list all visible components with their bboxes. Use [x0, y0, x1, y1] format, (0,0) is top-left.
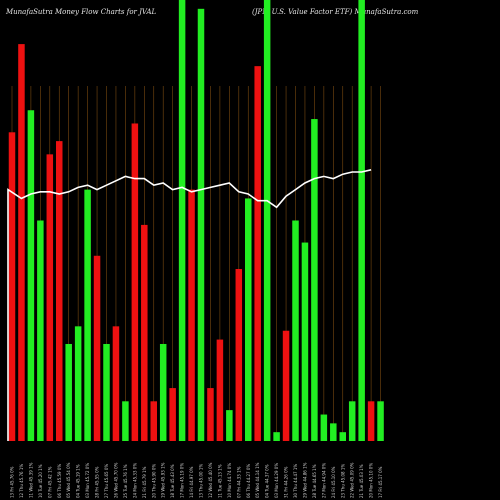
x-tick-label: 18 Tue 45.43 0% [170, 464, 175, 498]
bar [339, 432, 346, 441]
x-tick-label: 03 Mon 45.72 0% [85, 463, 90, 498]
x-tick-label: 13 Fri 45.76 0% [10, 466, 15, 498]
x-tick-label: 11 Tue 45.13 1% [217, 464, 222, 498]
bar [188, 189, 195, 441]
bar-series [8, 0, 384, 442]
x-tick-label: 19 Wed 45.93 1% [161, 462, 166, 498]
bar [18, 44, 25, 441]
x-tick-label: 14 Fri 44.97 0% [189, 466, 194, 498]
bar [46, 154, 54, 441]
x-tick-label: 25 Tue 45.76 1% [123, 464, 128, 498]
bar [84, 189, 91, 441]
bar [159, 343, 167, 441]
x-tick-label: 20 Thu 45.90 0% [151, 464, 156, 498]
x-tick-label: 05 Wed 44.14 1% [255, 462, 260, 498]
bar [56, 141, 63, 441]
x-tick-label: 04 Tue 45.19 1% [76, 464, 81, 498]
money-flow-line [7, 169, 372, 441]
x-tick-label: 03 Mon 44.29 0% [274, 463, 279, 498]
bar [93, 255, 101, 441]
x-tick-label: 13 Thu 45.00 1% [199, 464, 204, 498]
bar [8, 132, 16, 442]
bar [65, 343, 72, 441]
x-tick-label: 27 Thu 45.65 0% [104, 464, 109, 498]
bar [245, 198, 252, 441]
bar [112, 326, 120, 441]
chart-subtitle: (JPM U.S. Value Factor ETF) MunafaSutra.… [252, 8, 419, 16]
x-tick-label: 05 Wed 45.54 0% [66, 462, 71, 498]
bar [348, 401, 356, 441]
x-tick-label: 26 Wed 45.70 0% [113, 462, 118, 498]
x-tick-label: 23 Thu 45.08 1% [340, 464, 345, 498]
bar [74, 326, 82, 441]
x-tick-label: 24 Fri 45.10 0% [331, 466, 336, 498]
bar [320, 414, 328, 441]
bar [226, 410, 233, 441]
bar [273, 432, 280, 441]
bar [263, 0, 271, 441]
x-tick-label: 06 Thu 44.27 0% [246, 464, 251, 498]
x-tick-label: 11 Wed 45.39 1% [28, 462, 33, 498]
x-tick-label: 24 Mon 45.33 0% [132, 463, 137, 498]
bar [197, 8, 205, 441]
bar [367, 401, 375, 441]
x-tick-label: 06 Thu 45.59 0% [57, 464, 62, 498]
x-tick-label: 21 Tue 45.03 1% [359, 464, 364, 498]
bar [27, 110, 35, 441]
bar [282, 330, 290, 441]
bar [216, 339, 224, 441]
bar [122, 401, 129, 441]
x-tick-label: 28 Tue 44.65 1% [312, 464, 317, 498]
bar [358, 0, 365, 441]
chart-title: MunafaSutra Money Flow Charts for JVAL [6, 8, 157, 16]
x-tick-label: 17 Fri 45.17 0% [378, 466, 383, 498]
x-axis-labels: 13 Fri 45.76 0% 12 Thu 45.76 1% 11 Wed 45.… [10, 462, 384, 498]
x-tick-label: 22 Wed 45.09 0% [350, 462, 355, 498]
bar [292, 220, 299, 441]
x-tick-label: 31 Fri 44.26 0% [284, 466, 289, 498]
bar [37, 220, 44, 441]
bar [301, 242, 309, 441]
x-tick-label: 10 Mon 44.74 0% [227, 463, 232, 498]
x-tick-label: 12 Thu 45.76 1% [19, 464, 24, 498]
x-tick-label: 07 Fri 45.42 1% [47, 466, 52, 498]
x-tick-label: 27 Mon 44.94 0% [321, 463, 326, 498]
bar [141, 224, 148, 441]
bar [207, 388, 214, 441]
bar [311, 119, 318, 441]
bar [131, 123, 139, 441]
bar [169, 388, 176, 441]
x-tick-label: 04 Tue 44.37 0% [265, 464, 270, 498]
x-tick-label: 28 Fri 45.55 0% [95, 466, 100, 498]
bar [330, 423, 337, 441]
x-tick-label: 20 Mon 45.10 0% [369, 463, 374, 498]
bar [254, 66, 261, 442]
x-tick-label: 12 Wed 45.40 0% [208, 462, 213, 498]
bar [103, 343, 110, 441]
bar [150, 401, 157, 441]
x-tick-label: 07 Fri 44.33 1% [236, 466, 241, 498]
x-tick-label: 29 Wed 44.86 1% [302, 462, 307, 498]
x-tick-label: 10 Tue 45.20 1% [38, 464, 43, 498]
x-tick-label: 17 Mon 45.19 0% [180, 463, 185, 498]
bar [178, 0, 186, 441]
bar [377, 401, 384, 441]
x-tick-label: 21 Fri 45.79 1% [142, 466, 147, 498]
bar [235, 269, 243, 441]
x-tick-label: 30 Thu 44.47 1% [293, 464, 298, 498]
